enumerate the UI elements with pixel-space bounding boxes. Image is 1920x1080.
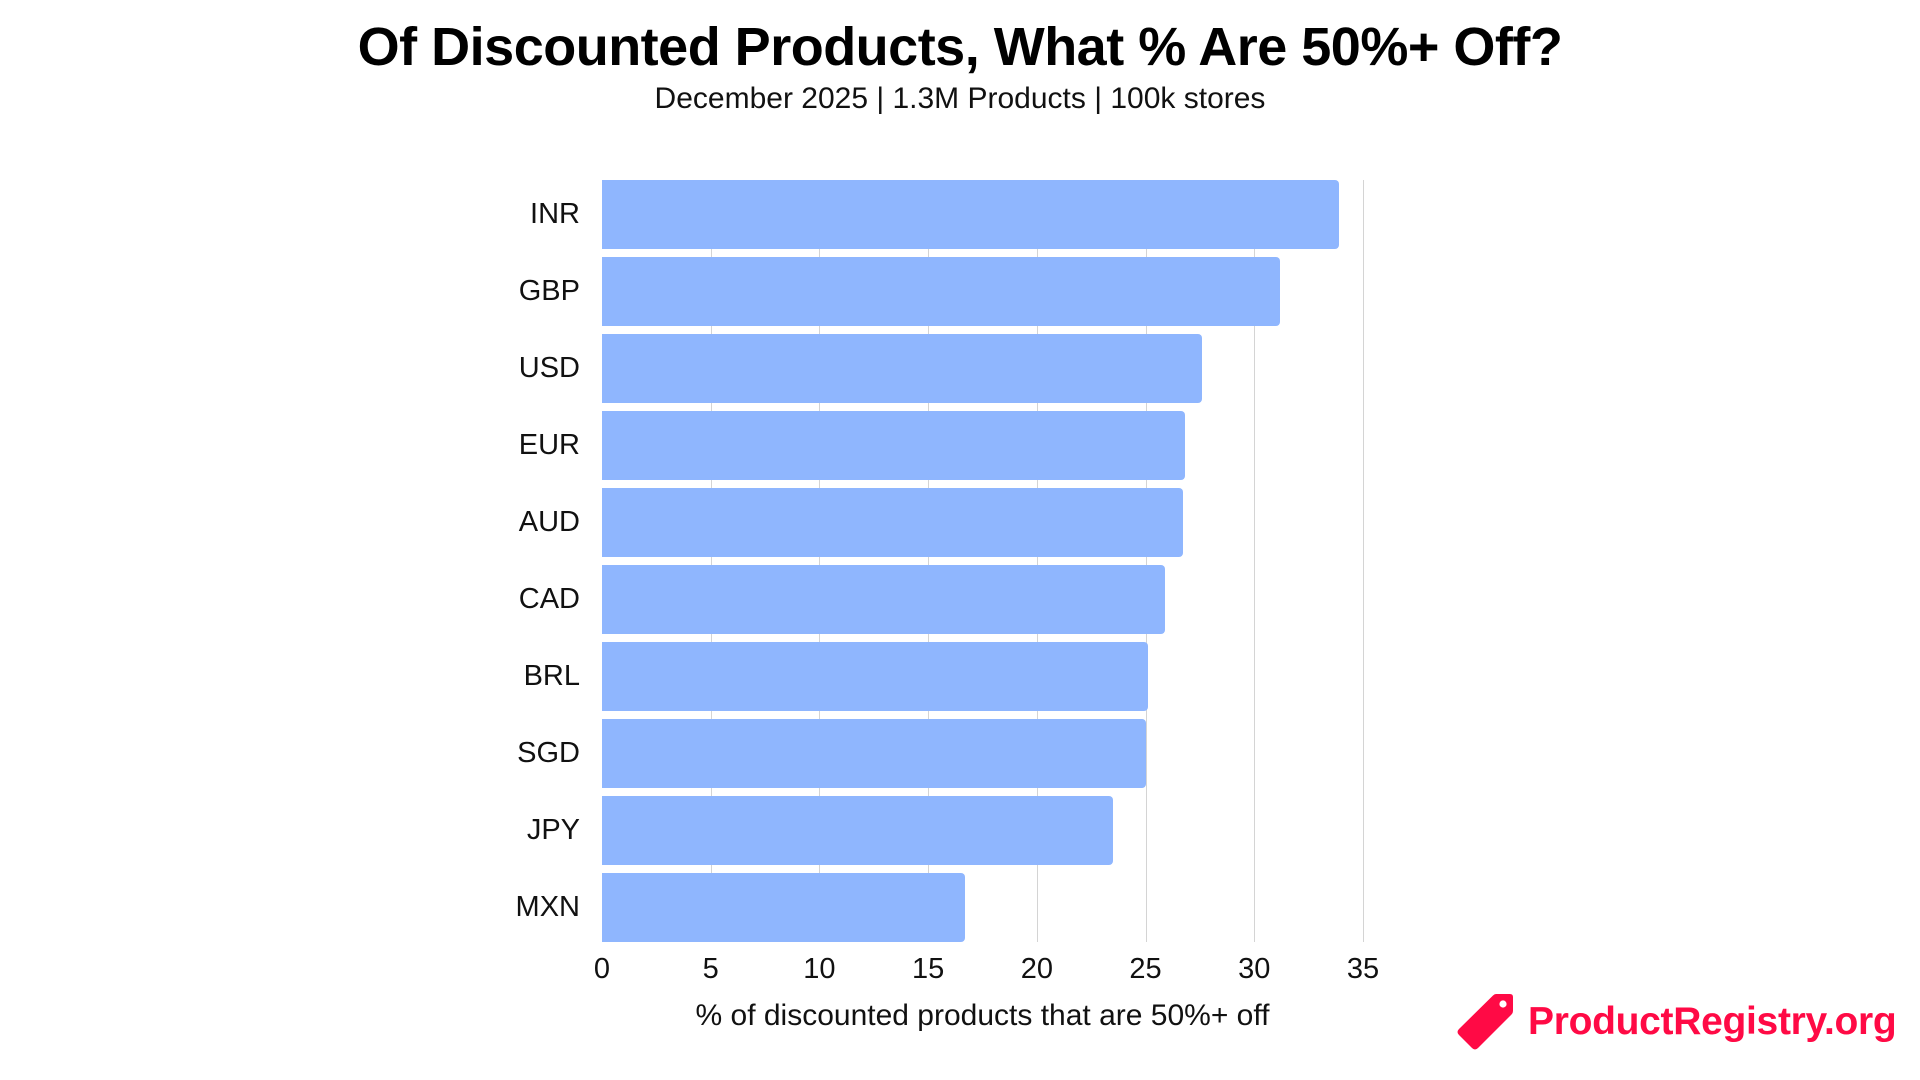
bar (602, 411, 1185, 480)
bar-row: USD (452, 334, 1363, 403)
brand-name: ProductRegistry.org (1528, 1000, 1897, 1043)
brand-logo: ProductRegistry.org (1456, 992, 1897, 1052)
gridline (710, 180, 712, 942)
bar-row: EUR (452, 411, 1363, 480)
x-axis-label: % of discounted products that are 50%+ o… (695, 999, 1270, 1032)
category-label: INR (530, 198, 580, 230)
bar (602, 796, 1113, 865)
category-label: MXN (515, 891, 580, 923)
gridline (1363, 180, 1364, 942)
category-label: GBP (518, 275, 580, 307)
category-label: AUD (518, 506, 580, 538)
bar-row: INR (452, 180, 1363, 249)
gridline (1254, 180, 1256, 942)
x-tick-label: 10 (803, 953, 836, 985)
category-label: CAD (518, 583, 580, 615)
bar-row: GBP (452, 257, 1363, 326)
x-tick-label: 20 (1020, 953, 1053, 985)
bar (602, 642, 1148, 711)
bar (602, 180, 1340, 249)
x-tick-label: 25 (1129, 953, 1162, 985)
bar-row: MXN (452, 873, 1363, 942)
category-label: BRL (523, 660, 580, 692)
bar (602, 565, 1166, 634)
chart-subtitle: December 2025 | 1.3M Products | 100k sto… (654, 82, 1266, 115)
x-tick-label: 0 (593, 953, 611, 985)
x-tick-label: 15 (912, 953, 945, 985)
gridline (819, 180, 821, 942)
gridline (928, 180, 930, 942)
bar (602, 334, 1203, 403)
bar-row: CAD (452, 565, 1363, 634)
price-tag-icon (1457, 994, 1513, 1050)
plot-area: INR GBP USD EUR AUD CAD BRL SGD JPY MXN (516, 180, 1364, 942)
gridline (1036, 180, 1038, 942)
bar (602, 719, 1146, 788)
x-tick-label: 35 (1346, 953, 1380, 985)
chart-title: Of Discounted Products, What % Are 50%+ … (357, 17, 1563, 77)
gridline (1145, 180, 1147, 942)
category-label: JPY (526, 814, 580, 846)
bar (602, 873, 966, 942)
category-label: USD (518, 352, 580, 384)
bar-row: BRL (452, 642, 1363, 711)
bar (602, 488, 1183, 557)
bar-row: AUD (452, 488, 1363, 557)
bar (602, 257, 1281, 326)
category-label: SGD (517, 737, 580, 769)
x-tick-label: 5 (702, 953, 719, 985)
x-tick-label: 30 (1238, 953, 1271, 985)
bar-row: JPY (452, 796, 1363, 865)
category-label: EUR (518, 429, 580, 461)
bar-row: SGD (452, 719, 1363, 788)
